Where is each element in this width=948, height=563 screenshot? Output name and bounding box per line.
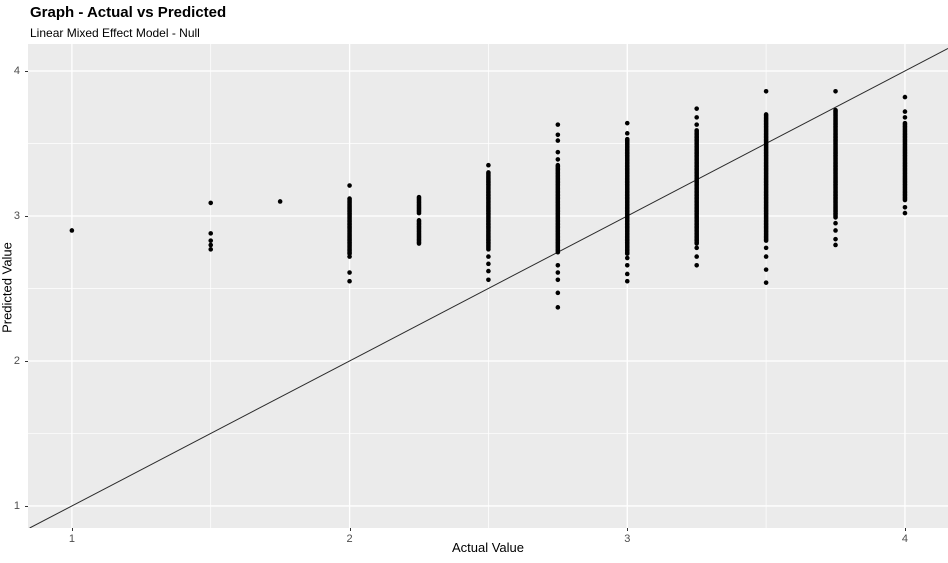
data-point xyxy=(555,262,561,268)
y-tick-label: 3 xyxy=(13,209,20,222)
y-tick-mark xyxy=(25,505,28,507)
y-axis-title: Predicted Value xyxy=(0,242,15,333)
data-point xyxy=(347,183,352,188)
data-point xyxy=(694,245,699,251)
data-point xyxy=(555,305,561,310)
data-point xyxy=(486,268,491,274)
x-axis-title: Actual Value xyxy=(451,540,525,555)
data-point xyxy=(208,231,214,236)
data-point xyxy=(347,270,352,275)
data-point xyxy=(624,278,630,284)
data-point xyxy=(763,112,769,117)
data-point xyxy=(69,228,75,233)
x-tick-mark xyxy=(349,528,351,531)
data-point xyxy=(486,261,491,267)
x-tick-label: 3 xyxy=(624,533,631,545)
data-point xyxy=(833,242,838,248)
data-point xyxy=(555,290,561,296)
x-tick-mark xyxy=(71,528,73,531)
data-point xyxy=(902,115,908,120)
data-point xyxy=(416,194,422,200)
data-point xyxy=(763,280,769,285)
data-point xyxy=(833,107,838,113)
chart-subtitle: Linear Mixed Effect Model - Null xyxy=(30,26,200,40)
data-point xyxy=(763,245,769,251)
plot-panel xyxy=(28,44,948,528)
data-point xyxy=(902,204,908,210)
data-point xyxy=(486,254,491,259)
x-tick-label: 2 xyxy=(346,533,353,545)
data-point xyxy=(694,254,699,259)
x-tick-label: 4 xyxy=(901,533,909,545)
x-tick-mark xyxy=(627,528,629,531)
data-point xyxy=(694,106,699,111)
data-point xyxy=(208,247,214,252)
data-point xyxy=(833,220,838,226)
data-point xyxy=(347,254,352,259)
data-point xyxy=(486,162,491,168)
y-tick-mark xyxy=(25,215,28,217)
data-point xyxy=(694,128,699,133)
data-point xyxy=(486,277,491,283)
data-point xyxy=(277,199,283,204)
data-point xyxy=(347,196,352,201)
data-point xyxy=(486,170,491,175)
data-point xyxy=(694,262,699,268)
data-point xyxy=(555,122,561,127)
data-point xyxy=(694,122,699,127)
y-tick-mark xyxy=(25,360,28,362)
x-tick-label: 1 xyxy=(68,533,75,545)
data-point xyxy=(902,94,908,100)
data-point xyxy=(624,262,630,268)
data-point xyxy=(902,120,908,126)
data-point xyxy=(555,132,561,138)
data-point xyxy=(624,120,630,126)
data-point xyxy=(833,236,838,242)
data-point xyxy=(555,157,561,162)
data-point xyxy=(555,138,561,143)
data-point xyxy=(416,218,422,223)
y-tick-label: 4 xyxy=(13,64,20,77)
chart-title: Graph - Actual vs Predicted xyxy=(30,4,227,21)
data-point xyxy=(347,278,352,284)
data-point xyxy=(208,242,214,248)
data-point xyxy=(902,210,908,216)
data-point xyxy=(624,255,630,261)
data-point xyxy=(624,131,630,136)
data-point xyxy=(555,277,561,283)
data-point xyxy=(833,88,838,94)
data-point xyxy=(694,115,699,120)
y-tick-mark xyxy=(25,70,28,72)
data-point xyxy=(763,267,769,272)
x-tick-mark xyxy=(904,528,906,531)
data-point xyxy=(833,228,838,233)
identity-line xyxy=(29,48,948,528)
data-point xyxy=(208,200,214,206)
data-point xyxy=(555,162,561,168)
y-tick-label: 2 xyxy=(13,354,20,367)
data-point xyxy=(624,136,630,142)
data-point xyxy=(555,270,561,275)
data-point xyxy=(624,271,630,277)
data-point xyxy=(902,109,908,114)
y-tick-label: 1 xyxy=(13,499,20,512)
data-point xyxy=(208,238,214,243)
plot-svg xyxy=(28,44,948,528)
data-point xyxy=(763,254,769,259)
data-point xyxy=(555,149,561,155)
data-point xyxy=(763,88,769,94)
